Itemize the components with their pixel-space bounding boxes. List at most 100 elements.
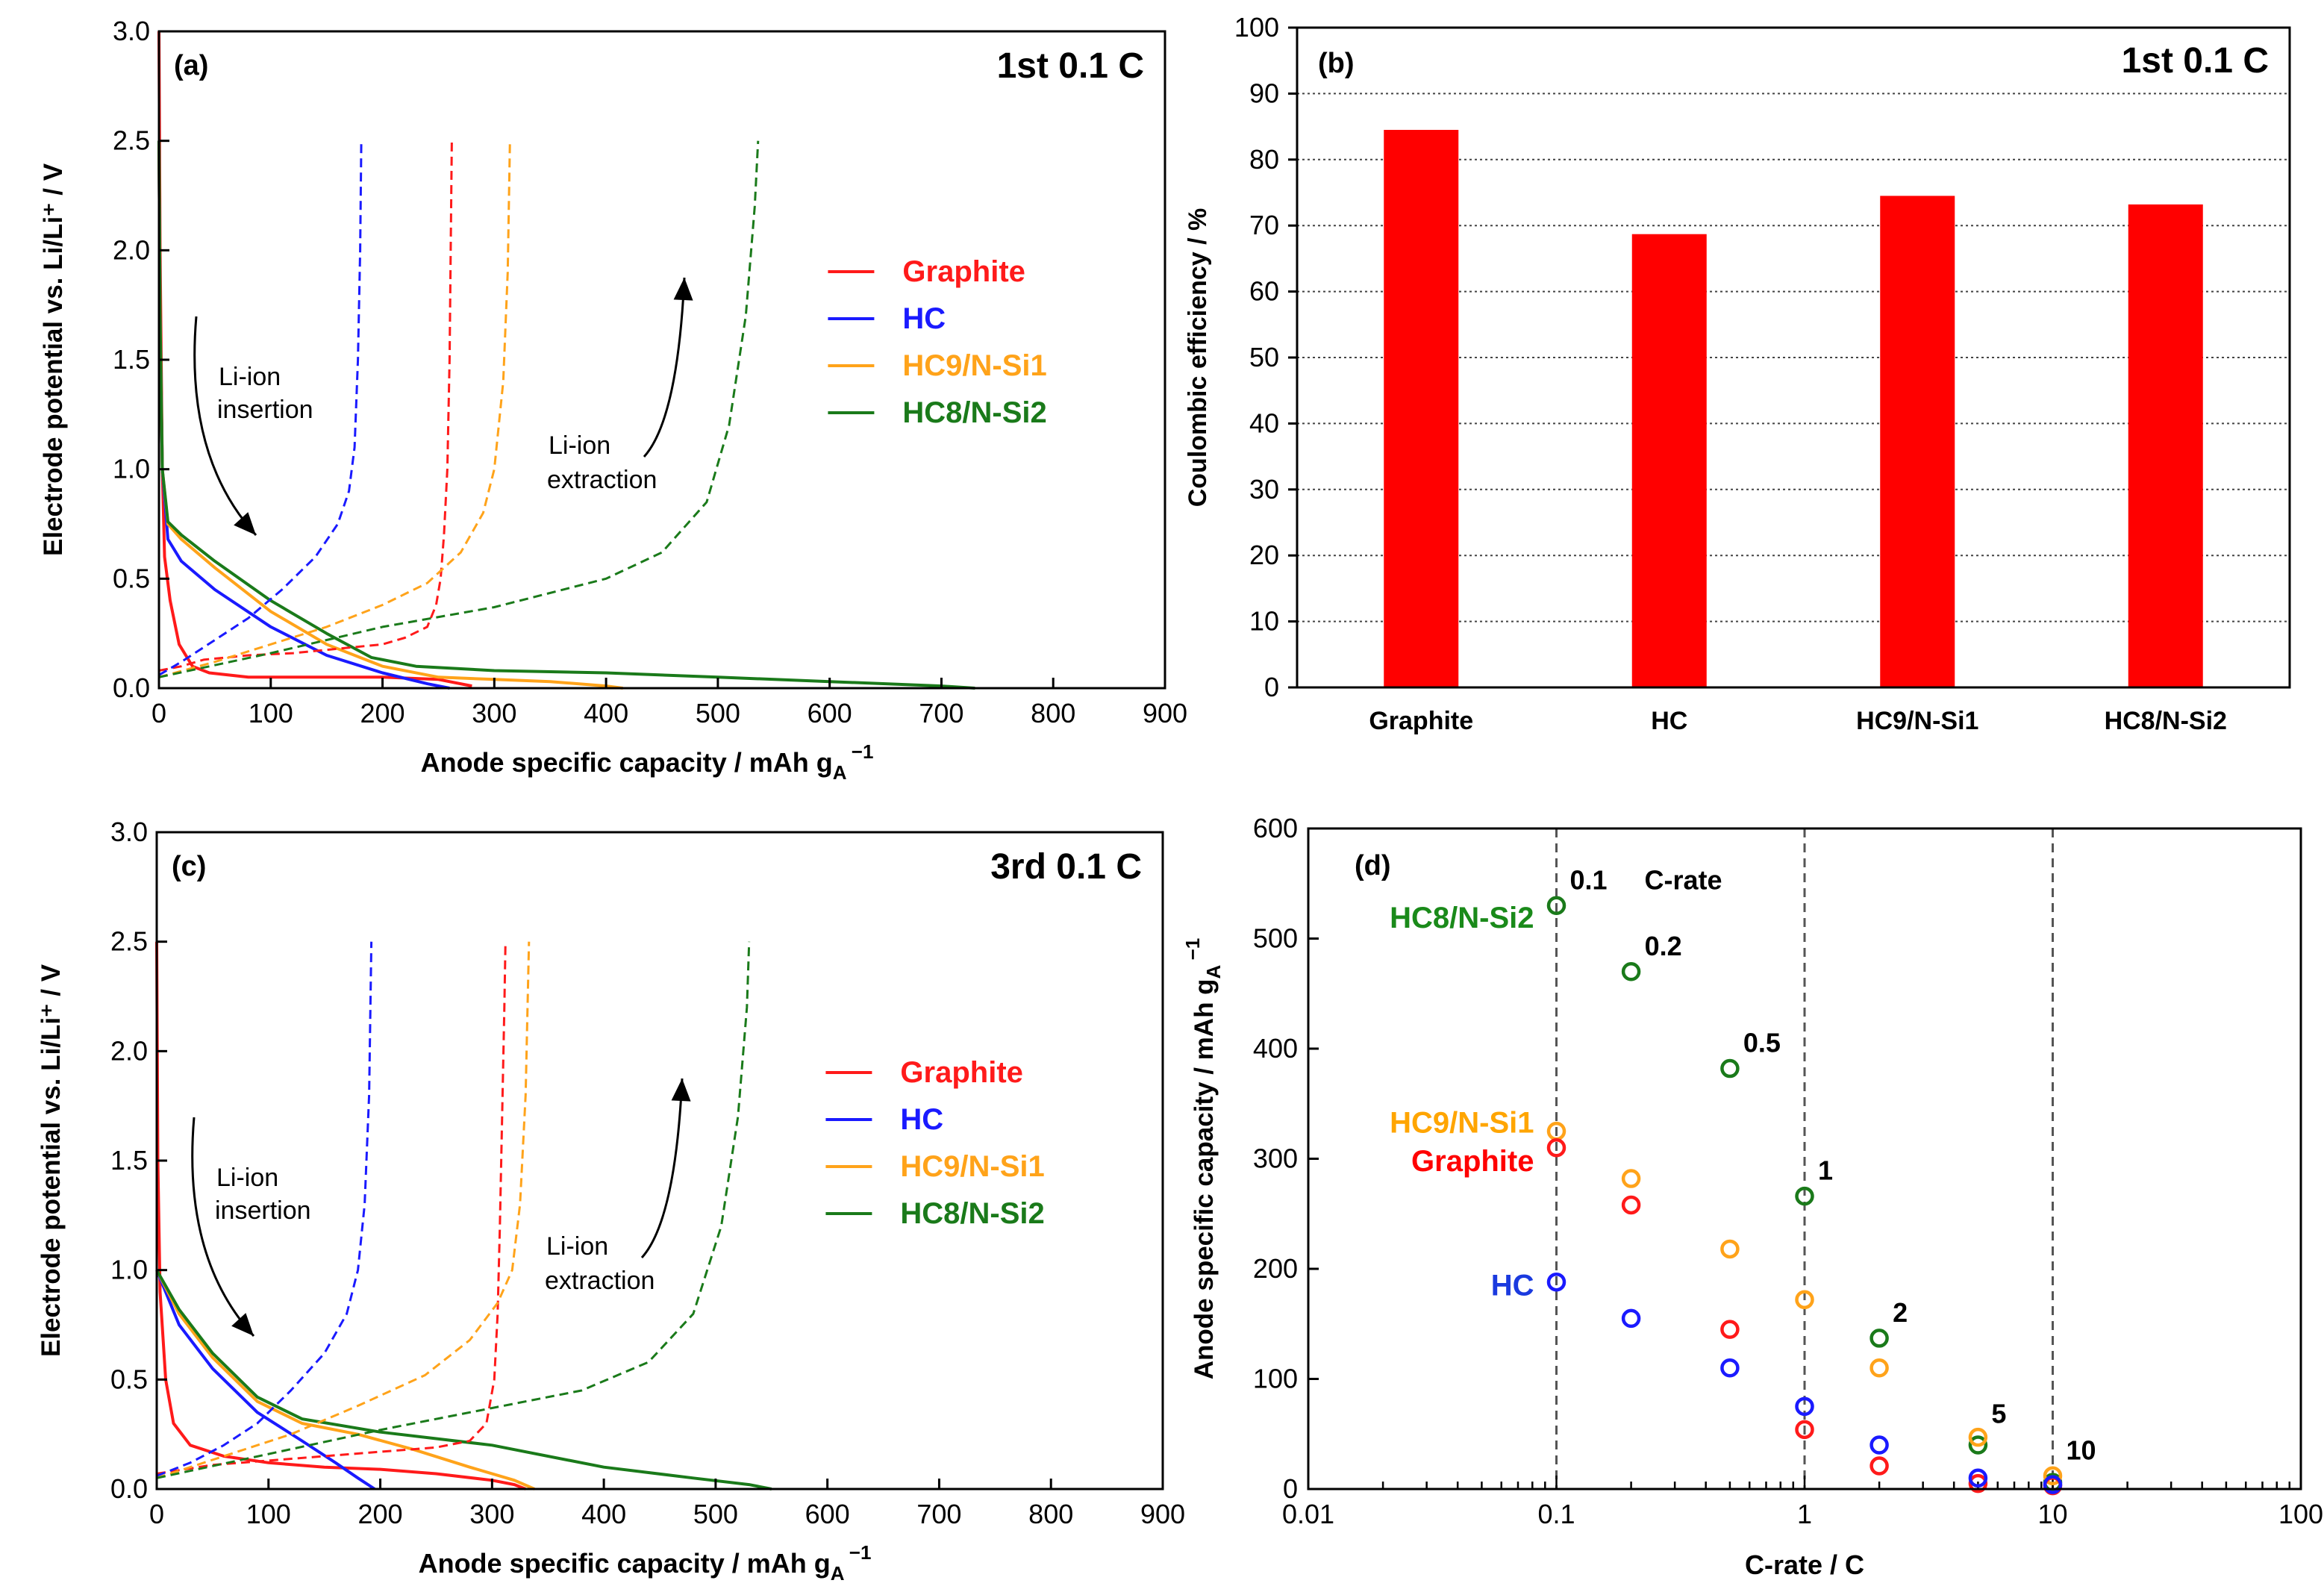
y-tick-label: 2.5 [113,125,150,156]
x-tick-label: 900 [1143,698,1187,728]
y-tick-label: 0.5 [110,1364,148,1394]
y-tick-label: 2.5 [110,926,148,957]
x-tick-label: 0.1 [1537,1499,1575,1529]
y-tick-label: 50 [1249,342,1279,372]
insertion-label: Li-ion [219,363,281,391]
bar-hc [1631,234,1707,687]
series-label: HC [1491,1270,1534,1302]
data-point-hc8 [1720,1058,1740,1079]
extraction-arrow [640,1078,684,1259]
data-point-graphite [1968,1473,1988,1493]
y-tick-label: 40 [1249,408,1279,438]
x-tick-label: 600 [808,698,852,728]
panel-label: (d) [1355,850,1391,881]
bar-graphite [1384,130,1459,687]
insertion-arrow [191,1117,255,1338]
y-tick-label: 0.5 [113,563,150,593]
y-axis-label: Coulombic efficiency / % [1184,208,1212,508]
category-label: Graphite [1369,707,1473,735]
rate-label: 2 [1893,1297,1908,1328]
y-tick-label: 0 [1264,672,1279,702]
y-axis-label: Electrode potential vs. Li/Li⁺ / V [37,964,66,1357]
legend-label-hc8: HC8/N-Si2 [900,1197,1044,1230]
rate-label: 5 [1991,1399,2006,1429]
data-point-hc8 [1795,1186,1814,1206]
y-tick-label: 500 [1253,923,1298,954]
category-label: HC9/N-Si1 [1856,707,1978,735]
rate-label: 10 [2067,1435,2096,1465]
bar-hc8-n-si2 [2128,204,2203,687]
y-tick-label: 2.0 [110,1035,148,1066]
y-axis-label: Anode specific capacity / mAh gA −1 [1181,938,1225,1380]
series-line-graphite-discharge [155,941,527,1491]
insertion-arrow [193,316,257,537]
panel-title: 1st 0.1 C [997,46,1144,86]
x-tick-label: 700 [919,698,963,728]
panel-label: (b) [1318,48,1355,79]
x-axis-label: Anode specific capacity / mAh gA −1 [419,1541,872,1585]
y-tick-label: 70 [1249,210,1279,240]
x-tick-label: 300 [469,1499,514,1529]
x-tick-label: 100 [246,1499,291,1529]
x-tick-label: 700 [916,1499,961,1529]
y-tick-label: 400 [1253,1033,1298,1064]
series-line-graphite-charge [158,140,453,672]
panel-title: 3rd 0.1 C [990,847,1142,887]
x-tick-label: 900 [1140,1499,1185,1529]
plot-frame [1296,26,2291,689]
data-point-hc [1968,1468,1988,1488]
data-point-hc9 [1968,1427,1988,1447]
legend-label-hc8: HC8/N-Si2 [902,396,1046,429]
series-line-graphite-discharge [157,31,472,688]
legend-label-graphite: Graphite [902,255,1025,288]
rate-label: 0.1 [1570,864,1608,895]
y-tick-label: 200 [1253,1253,1298,1284]
x-tick-label: 100 [249,698,293,728]
x-tick-label: 600 [805,1499,850,1529]
series-line-graphite-charge [156,941,507,1475]
y-tick-label: 3.0 [113,16,150,46]
bar-hc9-n-si1 [1880,196,1955,687]
extraction-arrow [643,277,686,458]
data-point-hc [1795,1396,1814,1417]
legend-label-hc: HC [900,1103,943,1136]
category-label: HC [1651,707,1687,735]
series-label: HC8/N-Si2 [1390,902,1534,934]
data-point-graphite [1621,1195,1641,1215]
y-tick-label: 1.5 [113,344,150,375]
y-tick-label: 100 [1253,1364,1298,1394]
legend-label-graphite: Graphite [900,1056,1022,1089]
x-tick-label: 200 [358,1499,403,1529]
insertion-label: Li-ion [216,1164,278,1192]
data-point-graphite [1795,1420,1814,1440]
x-tick-label: 800 [1028,1499,1073,1529]
extraction-label: Li-ion [546,1232,608,1261]
series-line-hc-charge [158,140,363,676]
panel-b: 0 10 20 30 40 50 60 70 80 90 100 Graphite HC HC9/N-Si… [1184,12,2291,735]
series-line-hc-discharge [155,1269,376,1491]
series-line-hc9-charge [156,941,531,1479]
panel-c: 0 100 200 300 400 500 600 700 800 900 0.0 0.5 1.0 1.5… [37,817,1185,1585]
series-line-hc9-discharge [155,1269,535,1491]
extraction-arrow-head [671,1079,691,1102]
y-tick-label: 90 [1249,78,1279,108]
x-tick-label: 400 [584,698,628,728]
data-point-hc9 [1795,1290,1814,1310]
x-tick-label: 300 [472,698,516,728]
y-tick-label: 100 [1234,12,1279,43]
series-line-hc8-discharge [155,1269,772,1491]
extraction-label: extraction [545,1267,655,1295]
y-tick-label: 2.0 [113,234,150,265]
panel-d: 0.01 0.1 1 10 100 0 100 200 300 400 500 600 0.1 0.2 0.… [1181,813,2323,1580]
insertion-arrow-head [234,512,256,535]
panel-title: 1st 0.1 C [2122,41,2269,81]
x-tick-label: 500 [696,698,740,728]
data-point-hc [1720,1358,1740,1378]
x-tick-label: 100 [2278,1499,2323,1529]
extraction-label: Li-ion [549,431,610,460]
series-line-hc8-discharge [157,140,975,690]
y-axis-label: Electrode potential vs. Li/Li⁺ / V [39,163,68,556]
x-tick-label: 400 [581,1499,626,1529]
x-tick-label: 1 [1797,1499,1812,1529]
series-label: Graphite [1411,1145,1534,1178]
